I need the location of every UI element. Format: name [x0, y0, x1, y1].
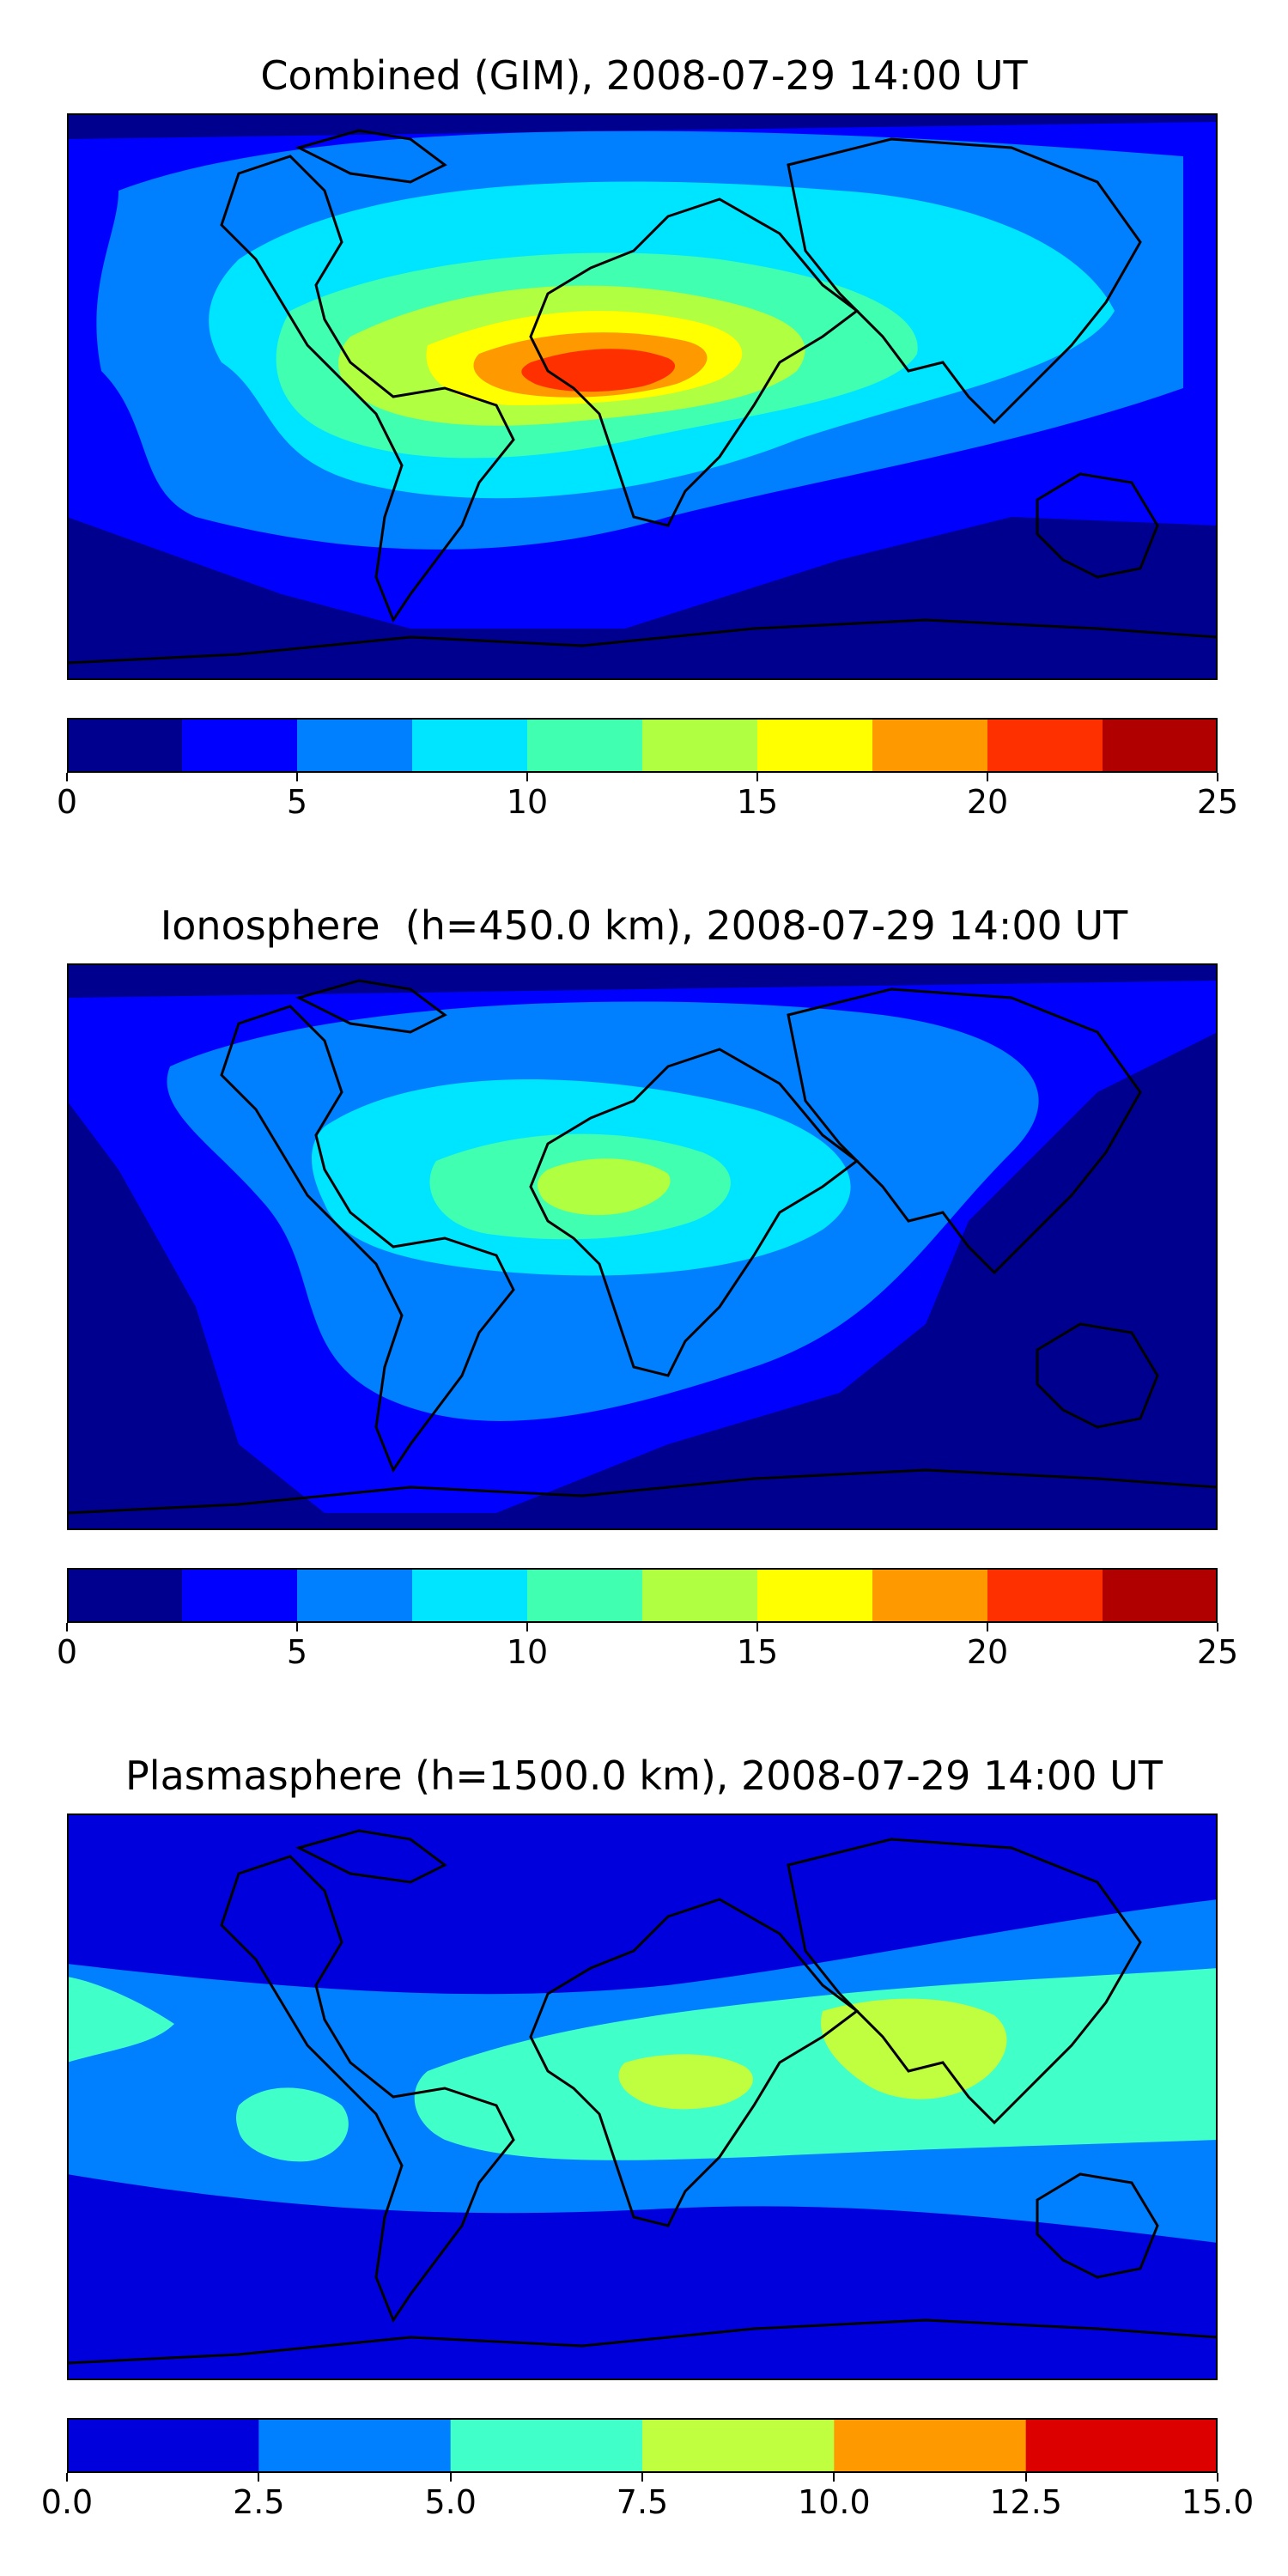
level-5 [538, 1158, 671, 1216]
level-2 [414, 1968, 1218, 2160]
colorbar-segment [67, 718, 183, 773]
colorbar-tick-label: 5 [286, 1633, 308, 1671]
colorbar-2-svg [67, 1568, 1218, 1623]
colorbar-segment [412, 718, 528, 773]
colorbar-tick-mark [1217, 773, 1218, 781]
colorbar-tick-label: 25 [1196, 783, 1239, 821]
colorbar-tick-label: 20 [966, 783, 1009, 821]
colorbar-tick-mark [1217, 1623, 1218, 1631]
colorbar-tick-label: 20 [966, 1633, 1009, 1671]
colorbar-tick-label: 5 [286, 783, 308, 821]
colorbar-tick-label: 15.0 [1181, 2483, 1255, 2521]
colorbar-3-svg [67, 2418, 1218, 2473]
colorbar-segment [872, 1568, 988, 1623]
panel-2-map [67, 963, 1218, 1530]
level-8 [521, 349, 676, 392]
colorbar-tick-mark [296, 1623, 298, 1631]
colorbar-segment [182, 718, 298, 773]
colorbar-tick-mark [66, 773, 68, 781]
colorbar-tick-label: 0 [56, 783, 78, 821]
panel-1-colorbar: 0 5 10 15 20 25 [57, 718, 1238, 819]
colorbar-tick-mark [66, 1623, 68, 1631]
colorbar-segment [67, 2418, 259, 2473]
panel-3-map [67, 1814, 1218, 2380]
colorbar-segment [527, 718, 643, 773]
panel-3-title: Plasmasphere (h=1500.0 km), 2008-07-29 1… [125, 1753, 1163, 1799]
colorbar-segment [642, 718, 758, 773]
colorbar-segment [834, 2418, 1027, 2473]
colorbar-segment [258, 2418, 452, 2473]
colorbar-tick-label: 10 [506, 783, 549, 821]
colorbar-segment [872, 718, 988, 773]
coastlines [67, 979, 1218, 1515]
colorbar-tick-mark [641, 2473, 643, 2482]
colorbar-segment [527, 1568, 643, 1623]
colorbar-segment [987, 718, 1103, 773]
colorbar-tick-label: 5.0 [424, 2483, 477, 2521]
colorbar-tick-mark [987, 1623, 988, 1631]
colorbar-segment [1025, 2418, 1218, 2473]
colorbar-segment [642, 1568, 758, 1623]
colorbar-tick-label: 15 [736, 783, 779, 821]
colorbar-tick-mark [449, 2473, 452, 2482]
level-6 [67, 1977, 174, 2063]
colorbar-segment [757, 1568, 873, 1623]
colorbar-segment [182, 1568, 298, 1623]
panel-2-colorbar: 0 5 10 15 20 25 [57, 1568, 1238, 1669]
colorbar-tick-label: 12.5 [989, 2483, 1062, 2521]
colorbar-segment [297, 718, 413, 773]
colorbar-tick-label: 10 [506, 1633, 549, 1671]
colorbar-tick-label: 25 [1196, 1633, 1239, 1671]
colorbar-segment [67, 1568, 183, 1623]
colorbar-tick-label: 2.5 [233, 2483, 285, 2521]
colorbar-tick-mark [1024, 2473, 1027, 2482]
colorbar-tick-mark [526, 1623, 528, 1631]
colorbar-tick-label: 0 [56, 1633, 78, 1671]
colorbar-tick-mark [756, 773, 758, 781]
colorbar-tick-mark [526, 773, 528, 781]
panel-1-title: Combined (GIM), 2008-07-29 14:00 UT [260, 52, 1028, 99]
colorbar-1-svg [67, 718, 1218, 773]
colorbar-tick-mark [987, 773, 988, 781]
colorbar-tick-label: 15 [736, 1633, 779, 1671]
colorbar-tick-mark [1217, 2473, 1218, 2482]
colorbar-tick-mark [833, 2473, 835, 2482]
panel-1-map [67, 113, 1218, 680]
colorbar-segment [1103, 1568, 1218, 1623]
panel-3-colorbar: 0.0 2.5 5.0 7.5 10.0 12.5 15.0 [41, 2418, 1254, 2519]
colorbar-tick-mark [296, 773, 298, 781]
colorbar-segment [757, 718, 873, 773]
coastlines [67, 1829, 1218, 2365]
colorbar-segment [642, 2418, 835, 2473]
colorbar-segment [987, 1568, 1103, 1623]
colorbar-segment [450, 2418, 643, 2473]
colorbar-tick-mark [66, 2473, 68, 2482]
colorbar-tick-mark [756, 1623, 758, 1631]
level-5 [236, 2087, 349, 2162]
colorbar-tick-mark [258, 2473, 260, 2482]
colorbar-tick-label: 0.0 [40, 2483, 94, 2521]
level-3 [821, 1998, 1007, 2099]
colorbar-tick-label: 7.5 [616, 2483, 669, 2521]
colorbar-segment [412, 1568, 528, 1623]
colorbar-segment [1103, 718, 1218, 773]
panel-2-title: Ionosphere (h=450.0 km), 2008-07-29 14:0… [160, 902, 1128, 949]
colorbar-tick-label: 10.0 [798, 2483, 871, 2521]
level-4 [618, 2054, 753, 2110]
coastlines [67, 129, 1218, 665]
colorbar-segment [297, 1568, 413, 1623]
